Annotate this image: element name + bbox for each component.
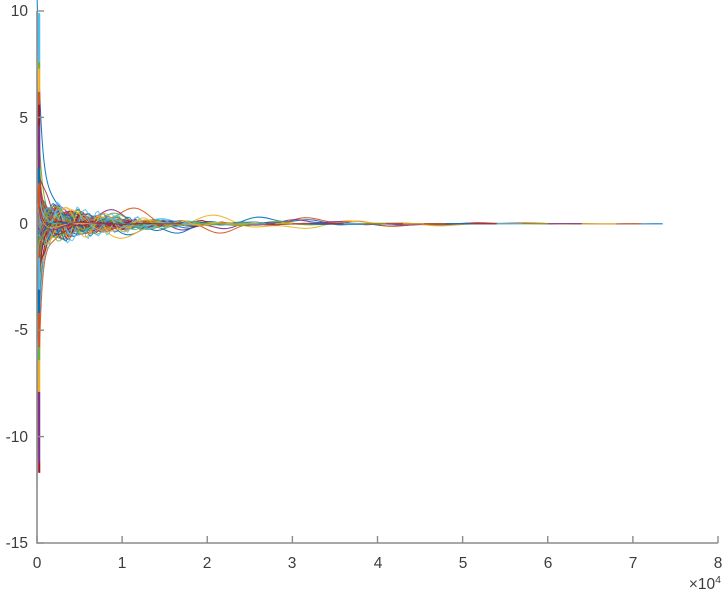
axis-lines xyxy=(36,11,718,544)
exponent-power: 4 xyxy=(715,573,721,586)
ytick-label-0: 0 xyxy=(19,216,28,233)
xtick-label-2: 2 xyxy=(202,555,212,572)
axis-ticks xyxy=(36,10,719,544)
ytick-label--10: -10 xyxy=(5,429,28,446)
ytick-label-10: 10 xyxy=(10,3,28,20)
xtick-label-8: 8 xyxy=(713,555,723,572)
xtick-label-1: 1 xyxy=(117,555,127,572)
xtick-label-3: 3 xyxy=(287,555,297,572)
x-axis-exponent-label: ×104 xyxy=(688,574,721,593)
xtick-label-5: 5 xyxy=(458,555,468,572)
exponent-mantissa: ×10 xyxy=(688,575,716,593)
ytick-label--5: -5 xyxy=(14,322,28,339)
series-layer xyxy=(36,0,663,486)
initial-transient-spike xyxy=(37,13,41,473)
ytick-label-5: 5 xyxy=(19,110,28,127)
ytick-label--15: -15 xyxy=(5,535,28,552)
xtick-label-7: 7 xyxy=(628,555,638,572)
xtick-label-4: 4 xyxy=(373,555,383,572)
xtick-label-0: 0 xyxy=(32,555,42,572)
xtick-label-6: 6 xyxy=(543,555,553,572)
